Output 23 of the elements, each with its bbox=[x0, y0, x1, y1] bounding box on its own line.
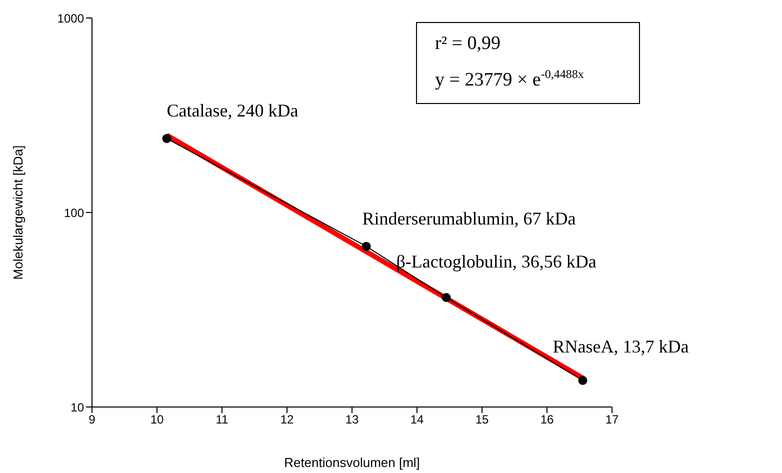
x-tick-label: 14 bbox=[410, 412, 424, 427]
x-tick-label: 15 bbox=[475, 412, 489, 427]
x-tick-label: 9 bbox=[88, 412, 96, 427]
x-tick-label: 16 bbox=[540, 412, 554, 427]
annotation: Catalase, 240 kDa bbox=[166, 100, 298, 121]
point bbox=[162, 134, 172, 144]
x-tick-label: 12 bbox=[280, 412, 294, 427]
y-tick-label: 1000 bbox=[57, 11, 84, 26]
point bbox=[442, 292, 451, 302]
point bbox=[578, 376, 588, 385]
x-tick-label: 13 bbox=[345, 412, 359, 427]
y-tick-label: 10 bbox=[70, 400, 84, 414]
y-axis-title: Molekulargewicht [kDa] bbox=[10, 145, 26, 280]
annotation: r² = 0,99 y = 23779 × e$^{-0,4488x}$ bbox=[416, 22, 640, 104]
annotation: Rinderserumablumin, 67 kDa bbox=[362, 208, 576, 228]
annotation: RNaseA, 13,7 kDa bbox=[552, 336, 689, 356]
point bbox=[362, 242, 371, 251]
annotation: β-Lactoglobulin, 36,56 kDa bbox=[396, 251, 596, 272]
x-tick-label: 11 bbox=[216, 412, 229, 427]
x-tick-label: 17 bbox=[605, 412, 619, 427]
y-tick-label: 100 bbox=[64, 206, 84, 220]
x-tick-label: 10 bbox=[150, 412, 164, 427]
x-axis-title: Retentionsvolumen [ml] bbox=[284, 455, 420, 470]
